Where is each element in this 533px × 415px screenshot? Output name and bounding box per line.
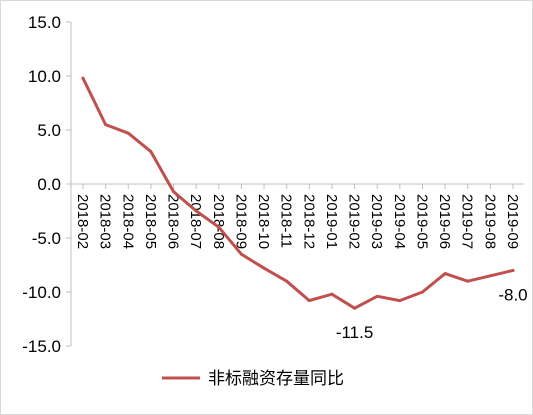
y-axis: 15.0 10.0 5.0 0.0 -5.0 -10.0 -15.0	[22, 13, 72, 356]
data-point	[194, 209, 198, 213]
data-label: -8.0	[498, 285, 527, 304]
x-tick-label: 2018-08	[210, 194, 227, 249]
x-tick-label: 2019-02	[346, 194, 363, 249]
data-point	[353, 306, 357, 310]
x-tick-label: 2018-06	[165, 194, 182, 249]
x-tick-label: 2018-11	[278, 194, 295, 248]
data-point	[398, 299, 402, 303]
data-point	[420, 290, 424, 294]
series-layer	[81, 76, 515, 310]
x-tick-label: 2019-07	[459, 194, 476, 249]
data-point	[172, 190, 176, 194]
data-point	[285, 279, 289, 283]
x-tick-label: 2019-03	[368, 194, 385, 249]
y-tick-label: 5.0	[37, 121, 61, 140]
data-point	[488, 274, 492, 278]
x-tick-label: 2018-09	[232, 194, 249, 249]
data-point	[239, 252, 243, 256]
legend-label: 非标融资存量同比	[208, 369, 344, 389]
data-point	[466, 279, 470, 283]
y-tick-label: 10.0	[28, 67, 61, 86]
data-point	[149, 150, 153, 154]
y-tick-label: 15.0	[28, 13, 61, 32]
x-tick-label: 2018-10	[255, 194, 272, 249]
y-tick-label: -15.0	[22, 337, 61, 356]
x-tick-label: 2018-12	[300, 194, 317, 249]
data-point	[81, 76, 85, 80]
data-point	[511, 268, 515, 272]
x-tick-label: 2019-05	[413, 194, 430, 249]
y-tick-label: -5.0	[32, 229, 61, 248]
legend: 非标融资存量同比	[162, 369, 344, 389]
x-tick-label: 2019-01	[323, 194, 340, 249]
x-tick-label: 2018-02	[74, 194, 91, 249]
data-point	[330, 292, 334, 296]
x-tick-label: 2019-06	[436, 194, 453, 249]
x-tick-label: 2019-04	[391, 194, 408, 249]
x-tick-label: 2018-04	[119, 194, 136, 249]
data-point	[375, 294, 379, 298]
data-point	[307, 299, 311, 303]
data-point	[104, 123, 108, 127]
data-point	[262, 266, 266, 270]
data-point	[126, 131, 130, 135]
y-tick-label: 0.0	[37, 175, 61, 194]
y-tick-label: -10.0	[22, 283, 61, 302]
x-tick-label: 2018-03	[97, 194, 114, 249]
series-line	[81, 76, 515, 310]
data-point	[443, 272, 447, 276]
x-axis: 2018-02 2018-03 2018-04 2018-05 2018-06 2018-…	[71, 183, 524, 249]
data-point	[217, 225, 221, 229]
x-tick-label: 2019-09	[504, 194, 521, 249]
data-label: -11.5	[336, 323, 374, 342]
x-tick-label: 2018-05	[142, 194, 159, 249]
data-labels: -11.5 -8.0	[336, 285, 528, 342]
x-tick-label: 2019-08	[481, 194, 498, 249]
x-tick-label: 2018-07	[187, 194, 204, 249]
